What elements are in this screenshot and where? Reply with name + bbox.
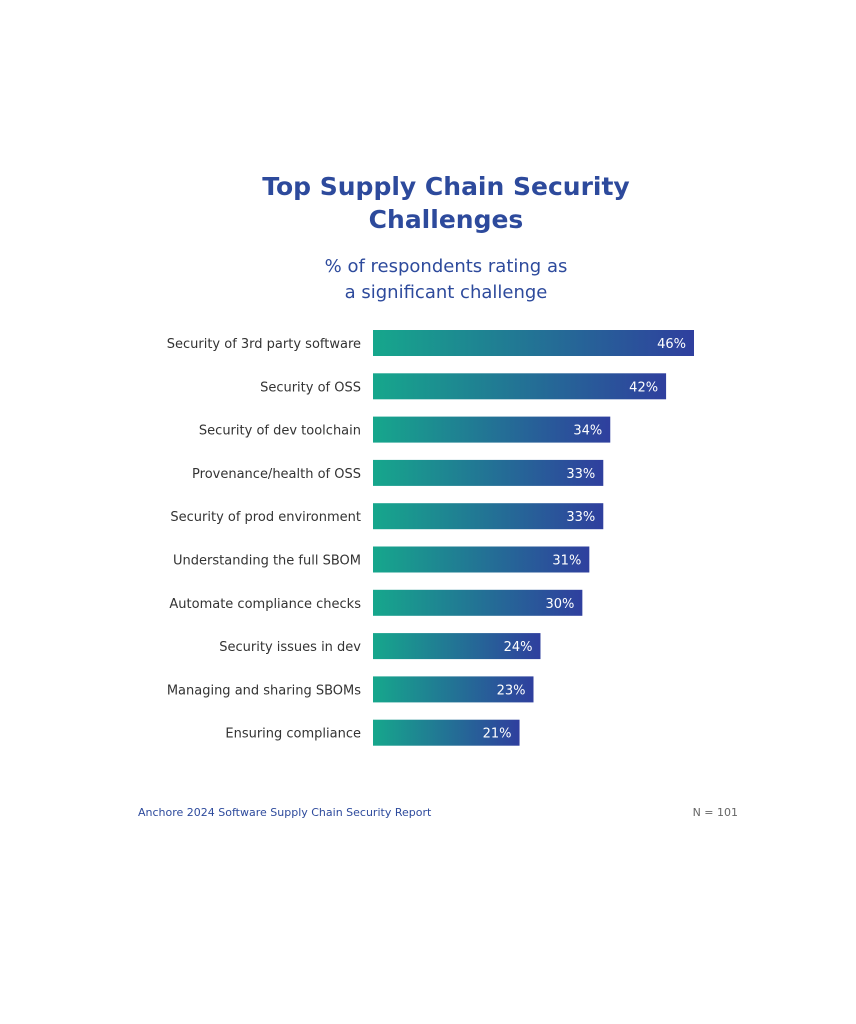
bar — [373, 589, 583, 616]
value-label: 33% — [566, 510, 595, 525]
chart-title: Top Supply Chain Security Challenges — [0, 170, 856, 236]
sample-size-note: N = 101 — [692, 806, 738, 819]
category-label: Provenance/health of OSS — [192, 467, 361, 482]
category-label: Security of prod environment — [170, 510, 361, 525]
source-note: Anchore 2024 Software Supply Chain Secur… — [138, 806, 432, 819]
bar — [373, 719, 520, 746]
chart-title-line-2: Challenges — [368, 205, 524, 234]
category-label: Security of OSS — [260, 380, 361, 395]
category-label: Security issues in dev — [219, 640, 361, 655]
value-label: 31% — [552, 554, 581, 569]
category-label: Security of 3rd party software — [167, 337, 361, 352]
value-label: 23% — [497, 683, 526, 698]
bar — [373, 546, 590, 573]
value-label: 30% — [545, 597, 574, 612]
bar — [373, 633, 541, 660]
chart-subtitle-line-2: a significant challenge — [344, 282, 548, 303]
category-label: Security of dev toolchain — [199, 424, 361, 439]
value-label: 46% — [657, 337, 686, 352]
value-label: 42% — [629, 380, 658, 395]
bar — [373, 416, 611, 443]
chart-title-line-1: Top Supply Chain Security — [262, 172, 630, 201]
value-label: 34% — [573, 424, 602, 439]
bar — [373, 503, 604, 530]
category-label: Managing and sharing SBOMs — [167, 683, 361, 698]
category-label: Ensuring compliance — [225, 727, 361, 742]
bar — [373, 459, 604, 486]
bar — [373, 330, 694, 356]
bar — [373, 373, 667, 400]
category-label: Understanding the full SBOM — [173, 554, 361, 569]
chart-subtitle: % of respondents rating as a significant… — [0, 254, 856, 306]
value-label: 21% — [483, 727, 512, 742]
value-label: 33% — [566, 467, 595, 482]
value-label: 24% — [504, 640, 533, 655]
category-label: Automate compliance checks — [169, 597, 361, 612]
bars-group: Security of 3rd party software 46% Securit… — [167, 330, 694, 746]
bar — [373, 676, 534, 703]
chart-subtitle-line-1: % of respondents rating as — [324, 256, 568, 277]
